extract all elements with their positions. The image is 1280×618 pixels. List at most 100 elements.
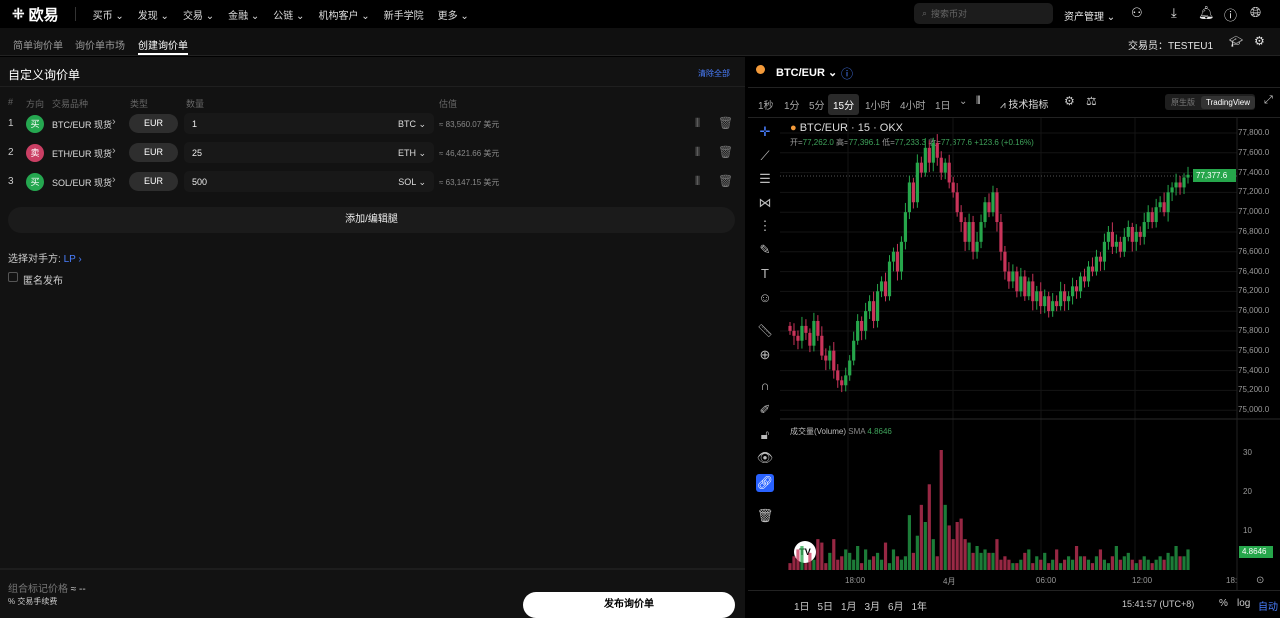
fee-link[interactable]: % 交易手续费 [8,597,58,606]
chart-settings-icon[interactable]: ⚙ [1064,94,1075,108]
text-icon[interactable]: T [761,266,769,281]
timeframe-5[interactable]: 4小时 [900,101,926,112]
auto-toggle[interactable]: 自动 [1258,602,1278,613]
volume-bar [1158,556,1162,570]
side-badge[interactable]: 买 [26,173,44,191]
candle-type-icon[interactable]: ⫴ [976,95,981,107]
publish-rfq-button[interactable]: 发布询价单 [523,592,735,618]
chevron-right-icon[interactable]: › [112,116,116,128]
range-3[interactable]: 3月 [864,602,881,613]
side-badge[interactable]: 卖 [26,144,44,162]
trash-icon[interactable]: 🗑︎ [718,174,734,188]
anonymous-checkbox[interactable] [8,272,18,282]
gann-icon[interactable]: ⋮ [758,218,772,233]
zoom-icon[interactable]: ⊕ [759,347,771,362]
tab-create-rfq[interactable]: 创建询价单 [138,37,188,55]
time-axis-settings-icon[interactable]: ⊙ [1256,575,1265,586]
tab-simple-rfq[interactable]: 简单询价单 [13,41,63,52]
indicators-button[interactable]: ⩘ 技术指标 [1000,100,1049,111]
magnet-icon[interactable]: ∩ [760,378,770,393]
lock-draw-icon[interactable]: ✐ [759,402,771,417]
chart-icon[interactable]: ⫴ [695,116,701,130]
quantity-input[interactable]: 25 ETH ⌄ [184,142,434,163]
timeframe-1[interactable]: 1分 [784,101,800,112]
help-icon[interactable]: ⓘ [1224,8,1238,23]
instrument[interactable]: BTC/EUR 现货 [52,120,113,130]
eye-icon[interactable]: 👁︎ [756,450,774,465]
download-icon[interactable]: ⤓ [1171,5,1177,20]
brush-icon[interactable]: ✎ [759,242,771,257]
nav-item[interactable]: 买币 ⌄ [92,10,124,22]
user-icon[interactable]: ⚇ [1131,5,1143,20]
bell-icon[interactable]: 🔔︎ [1198,5,1215,20]
tab-rfq-market[interactable]: 询价单市场 [75,41,125,52]
fib-icon[interactable]: ☰ [759,171,771,186]
emoji-icon[interactable]: ☺ [758,290,772,305]
timeframe-6[interactable]: 1日 [935,101,951,112]
nav-item[interactable]: 机构客户 ⌄ [318,10,370,22]
lock-icon[interactable]: 🔓︎ [760,427,770,442]
compare-icon[interactable]: ⚖ [1086,94,1097,108]
link-icon[interactable]: 🔗︎ [756,474,774,492]
unit-selector[interactable]: BTC ⌄ [397,119,426,129]
counterparty-selector[interactable]: 选择对手方: LP › [8,254,82,265]
education-icon[interactable]: 🎓︎ [1229,36,1243,48]
add-edit-legs-button[interactable]: 添加/编辑腿 [8,207,735,233]
info-icon[interactable]: ⓘ [841,67,854,81]
search-input[interactable]: ⌕ 搜索币对 [914,3,1053,24]
instrument[interactable]: ETH/EUR 现货 [52,149,113,159]
chart-icon[interactable]: ⫴ [695,145,701,159]
timeframe-0[interactable]: 1秒 [758,101,774,112]
view-native[interactable]: 原生版 [1171,97,1195,107]
volume-bar [1178,556,1182,570]
pattern-icon[interactable]: ⋈ [758,195,772,210]
view-tradingview[interactable]: TradingView [1201,95,1256,109]
currency-button[interactable]: EUR [129,172,178,191]
globe-icon[interactable]: 🌐︎ [1250,4,1262,20]
quantity-input[interactable]: 1 BTC ⌄ [184,113,434,134]
trash-icon[interactable]: 🗑︎ [718,145,734,159]
range-2[interactable]: 1月 [841,602,857,613]
timeframe-4[interactable]: 1小时 [865,101,891,112]
quantity-input[interactable]: 500 SOL ⌄ [184,171,434,192]
currency-button[interactable]: EUR [129,143,178,162]
tf-dropdown[interactable]: ⌄ [959,96,968,107]
symbol-selector[interactable]: BTC/EUR ⌄ [776,67,838,79]
candle [1154,207,1158,223]
nav-item[interactable]: 公链 ⌄ [273,10,305,22]
trendline-icon[interactable]: ⟋ [760,148,770,163]
unit-selector[interactable]: ETH ⌄ [397,148,426,158]
nav-item[interactable]: 更多 ⌄ [437,10,469,22]
range-1[interactable]: 5日 [817,602,834,613]
assets-menu[interactable]: 资产管理 ⌄ [1064,12,1116,23]
chart-icon[interactable]: ⫴ [695,174,701,188]
timeframe-3[interactable]: 15分 [828,94,860,115]
chevron-right-icon[interactable]: › [112,174,116,186]
log-toggle[interactable]: log [1237,598,1251,609]
instrument[interactable]: SOL/EUR 现货 [52,178,113,188]
ruler-icon[interactable]: 📏︎ [756,323,774,338]
fullscreen-icon[interactable]: ⤢ [1264,94,1273,106]
trader-info: 交易员：TESTEU1 [1128,41,1214,52]
nav-item[interactable]: 发现 ⌄ [137,10,169,22]
unit-selector[interactable]: SOL ⌄ [398,177,426,187]
candle [959,212,963,223]
range-0[interactable]: 1日 [794,602,810,613]
nav-item[interactable]: 交易 ⌄ [182,10,215,22]
currency-button[interactable]: EUR [129,114,178,133]
crosshair-icon[interactable]: ✛ [759,124,771,139]
trash-icon[interactable]: 🗑︎ [718,116,734,130]
side-badge[interactable]: 买 [26,115,44,133]
range-4[interactable]: 6月 [888,602,904,613]
logo[interactable]: ⁜ 欧易 [12,6,59,24]
nav-item[interactable]: 金融 ⌄ [228,10,260,22]
percent-toggle[interactable]: % [1219,598,1228,609]
price-chart[interactable] [748,57,1280,618]
range-5[interactable]: 1年 [911,602,928,613]
timeframe-2[interactable]: 5分 [809,101,825,112]
chevron-right-icon[interactable]: › [112,145,116,157]
nav-item[interactable]: 新手学院 [383,10,424,22]
clear-all-button[interactable]: 清除全部 [698,69,730,78]
trash-icon[interactable]: 🗑︎ [756,508,774,523]
settings-icon[interactable]: ⚙ [1254,34,1265,48]
